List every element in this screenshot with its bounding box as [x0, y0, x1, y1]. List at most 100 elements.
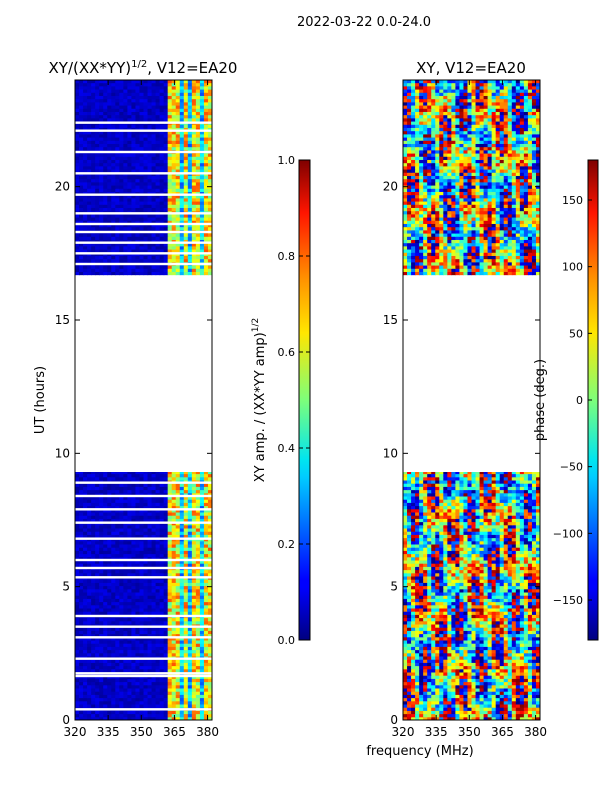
left-heatmap-cell	[87, 601, 92, 606]
left-heatmap-cell	[191, 553, 197, 558]
left-heatmap-cell	[83, 114, 88, 119]
left-heatmap-cell	[75, 223, 80, 228]
left-heatmap-cell	[147, 633, 153, 638]
left-heatmap-cell	[163, 117, 169, 122]
left-heatmap-cell	[143, 512, 149, 516]
left-heatmap-cell	[107, 82, 112, 87]
left-heatmap-cell	[207, 592, 212, 596]
left-heatmap-cell	[187, 194, 193, 199]
left-heatmap-cell	[191, 592, 197, 596]
left-heatmap-cell	[147, 492, 153, 497]
left-heatmap-cell	[175, 223, 181, 228]
left-heatmap-cell	[111, 162, 116, 167]
left-heatmap-cell	[179, 694, 185, 699]
left-heatmap-cell	[195, 630, 201, 635]
left-heatmap-cell	[151, 220, 157, 224]
left-heatmap-cell	[95, 560, 100, 564]
left-heatmap-cell	[147, 80, 153, 84]
left-heatmap-cell	[139, 169, 145, 173]
left-heatmap-cell	[143, 181, 149, 186]
left-heatmap-cell	[155, 684, 161, 689]
left-heatmap-cell	[191, 175, 197, 180]
left-heatmap-cell	[191, 245, 197, 250]
left-heatmap-cell	[155, 201, 161, 205]
left-heatmap-cell	[103, 159, 108, 164]
left-heatmap-cell	[187, 643, 193, 647]
left-heatmap-cell	[147, 133, 153, 138]
left-heatmap-cell	[111, 697, 116, 702]
left-heatmap-cell	[91, 659, 96, 663]
left-heatmap-cell	[155, 220, 161, 224]
left-heatmap-cell	[115, 633, 120, 638]
left-heatmap-cell	[187, 662, 193, 667]
left-heatmap-cell	[191, 496, 197, 500]
left-heatmap-cell	[171, 640, 177, 644]
left-heatmap-cell	[75, 710, 80, 715]
left-heatmap-cell	[131, 515, 137, 519]
left-heatmap-cell	[203, 569, 209, 574]
left-heatmap-cell	[119, 178, 124, 183]
left-heatmap-cell	[171, 601, 177, 606]
left-heatmap-cell	[203, 515, 209, 519]
left-heatmap-cell	[143, 153, 149, 157]
left-heatmap-cell	[103, 217, 108, 221]
left-heatmap-cell	[135, 92, 141, 96]
left-heatmap-cell	[135, 620, 141, 625]
left-heatmap-cell	[139, 245, 145, 250]
left-heatmap-cell	[159, 710, 165, 715]
left-heatmap-cell	[191, 133, 197, 138]
left-heatmap-cell	[155, 649, 161, 654]
left-heatmap-cell	[179, 255, 185, 260]
left-heatmap-cell	[75, 620, 80, 625]
left-heatmap-cell	[123, 582, 128, 587]
left-heatmap-cell	[75, 499, 80, 503]
left-heatmap-cell	[167, 518, 173, 523]
left-heatmap-cell	[83, 582, 88, 587]
left-heatmap-cell	[103, 483, 108, 487]
left-heatmap-cell	[175, 528, 181, 532]
left-heatmap-cell	[155, 82, 161, 87]
left-heatmap-cell	[207, 242, 212, 247]
left-heatmap-cell	[179, 153, 185, 157]
left-heatmap-cell	[195, 89, 201, 93]
left-heatmap-cell	[87, 678, 92, 683]
left-heatmap-cell	[79, 547, 84, 551]
left-heatmap-cell	[191, 223, 197, 228]
left-heatmap-cell	[127, 217, 133, 221]
left-heatmap-cell	[127, 265, 133, 269]
left-heatmap-cell	[187, 82, 193, 87]
left-heatmap-cell	[91, 105, 96, 109]
left-heatmap-cell	[111, 640, 116, 644]
left-heatmap-cell	[95, 636, 100, 641]
left-heatmap-cell	[95, 646, 100, 651]
left-heatmap-cell	[103, 137, 108, 141]
left-heatmap-cell	[91, 627, 96, 631]
left-heatmap-cell	[131, 633, 137, 638]
left-heatmap-cell	[79, 233, 84, 237]
left-heatmap-cell	[75, 236, 80, 240]
left-heatmap-cell	[91, 608, 96, 612]
left-heatmap-cell	[127, 643, 133, 647]
left-heatmap-cell	[83, 617, 88, 622]
left-heatmap-cell	[87, 82, 92, 87]
left-heatmap-cell	[123, 175, 128, 180]
left-heatmap-cell	[111, 710, 116, 715]
left-heatmap-cell	[119, 185, 124, 189]
left-heatmap-cell	[143, 713, 149, 718]
left-heatmap-cell	[95, 140, 100, 144]
left-heatmap-cell	[175, 249, 181, 253]
left-heatmap-cell	[103, 601, 108, 606]
left-heatmap-cell	[131, 700, 137, 705]
left-heatmap-cell	[131, 185, 137, 189]
left-heatmap-cell	[103, 117, 108, 122]
left-heatmap-cell	[79, 496, 84, 500]
left-heatmap-cell	[143, 502, 149, 507]
left-heatmap-cell	[175, 162, 181, 167]
left-heatmap-cell	[119, 643, 124, 647]
left-heatmap-cell	[187, 165, 193, 170]
left-heatmap-cell	[171, 226, 177, 231]
left-heatmap-cell	[179, 201, 185, 205]
left-heatmap-cell	[195, 194, 201, 199]
left-heatmap-cell	[139, 601, 145, 606]
right-heatmap-cell	[443, 716, 448, 720]
